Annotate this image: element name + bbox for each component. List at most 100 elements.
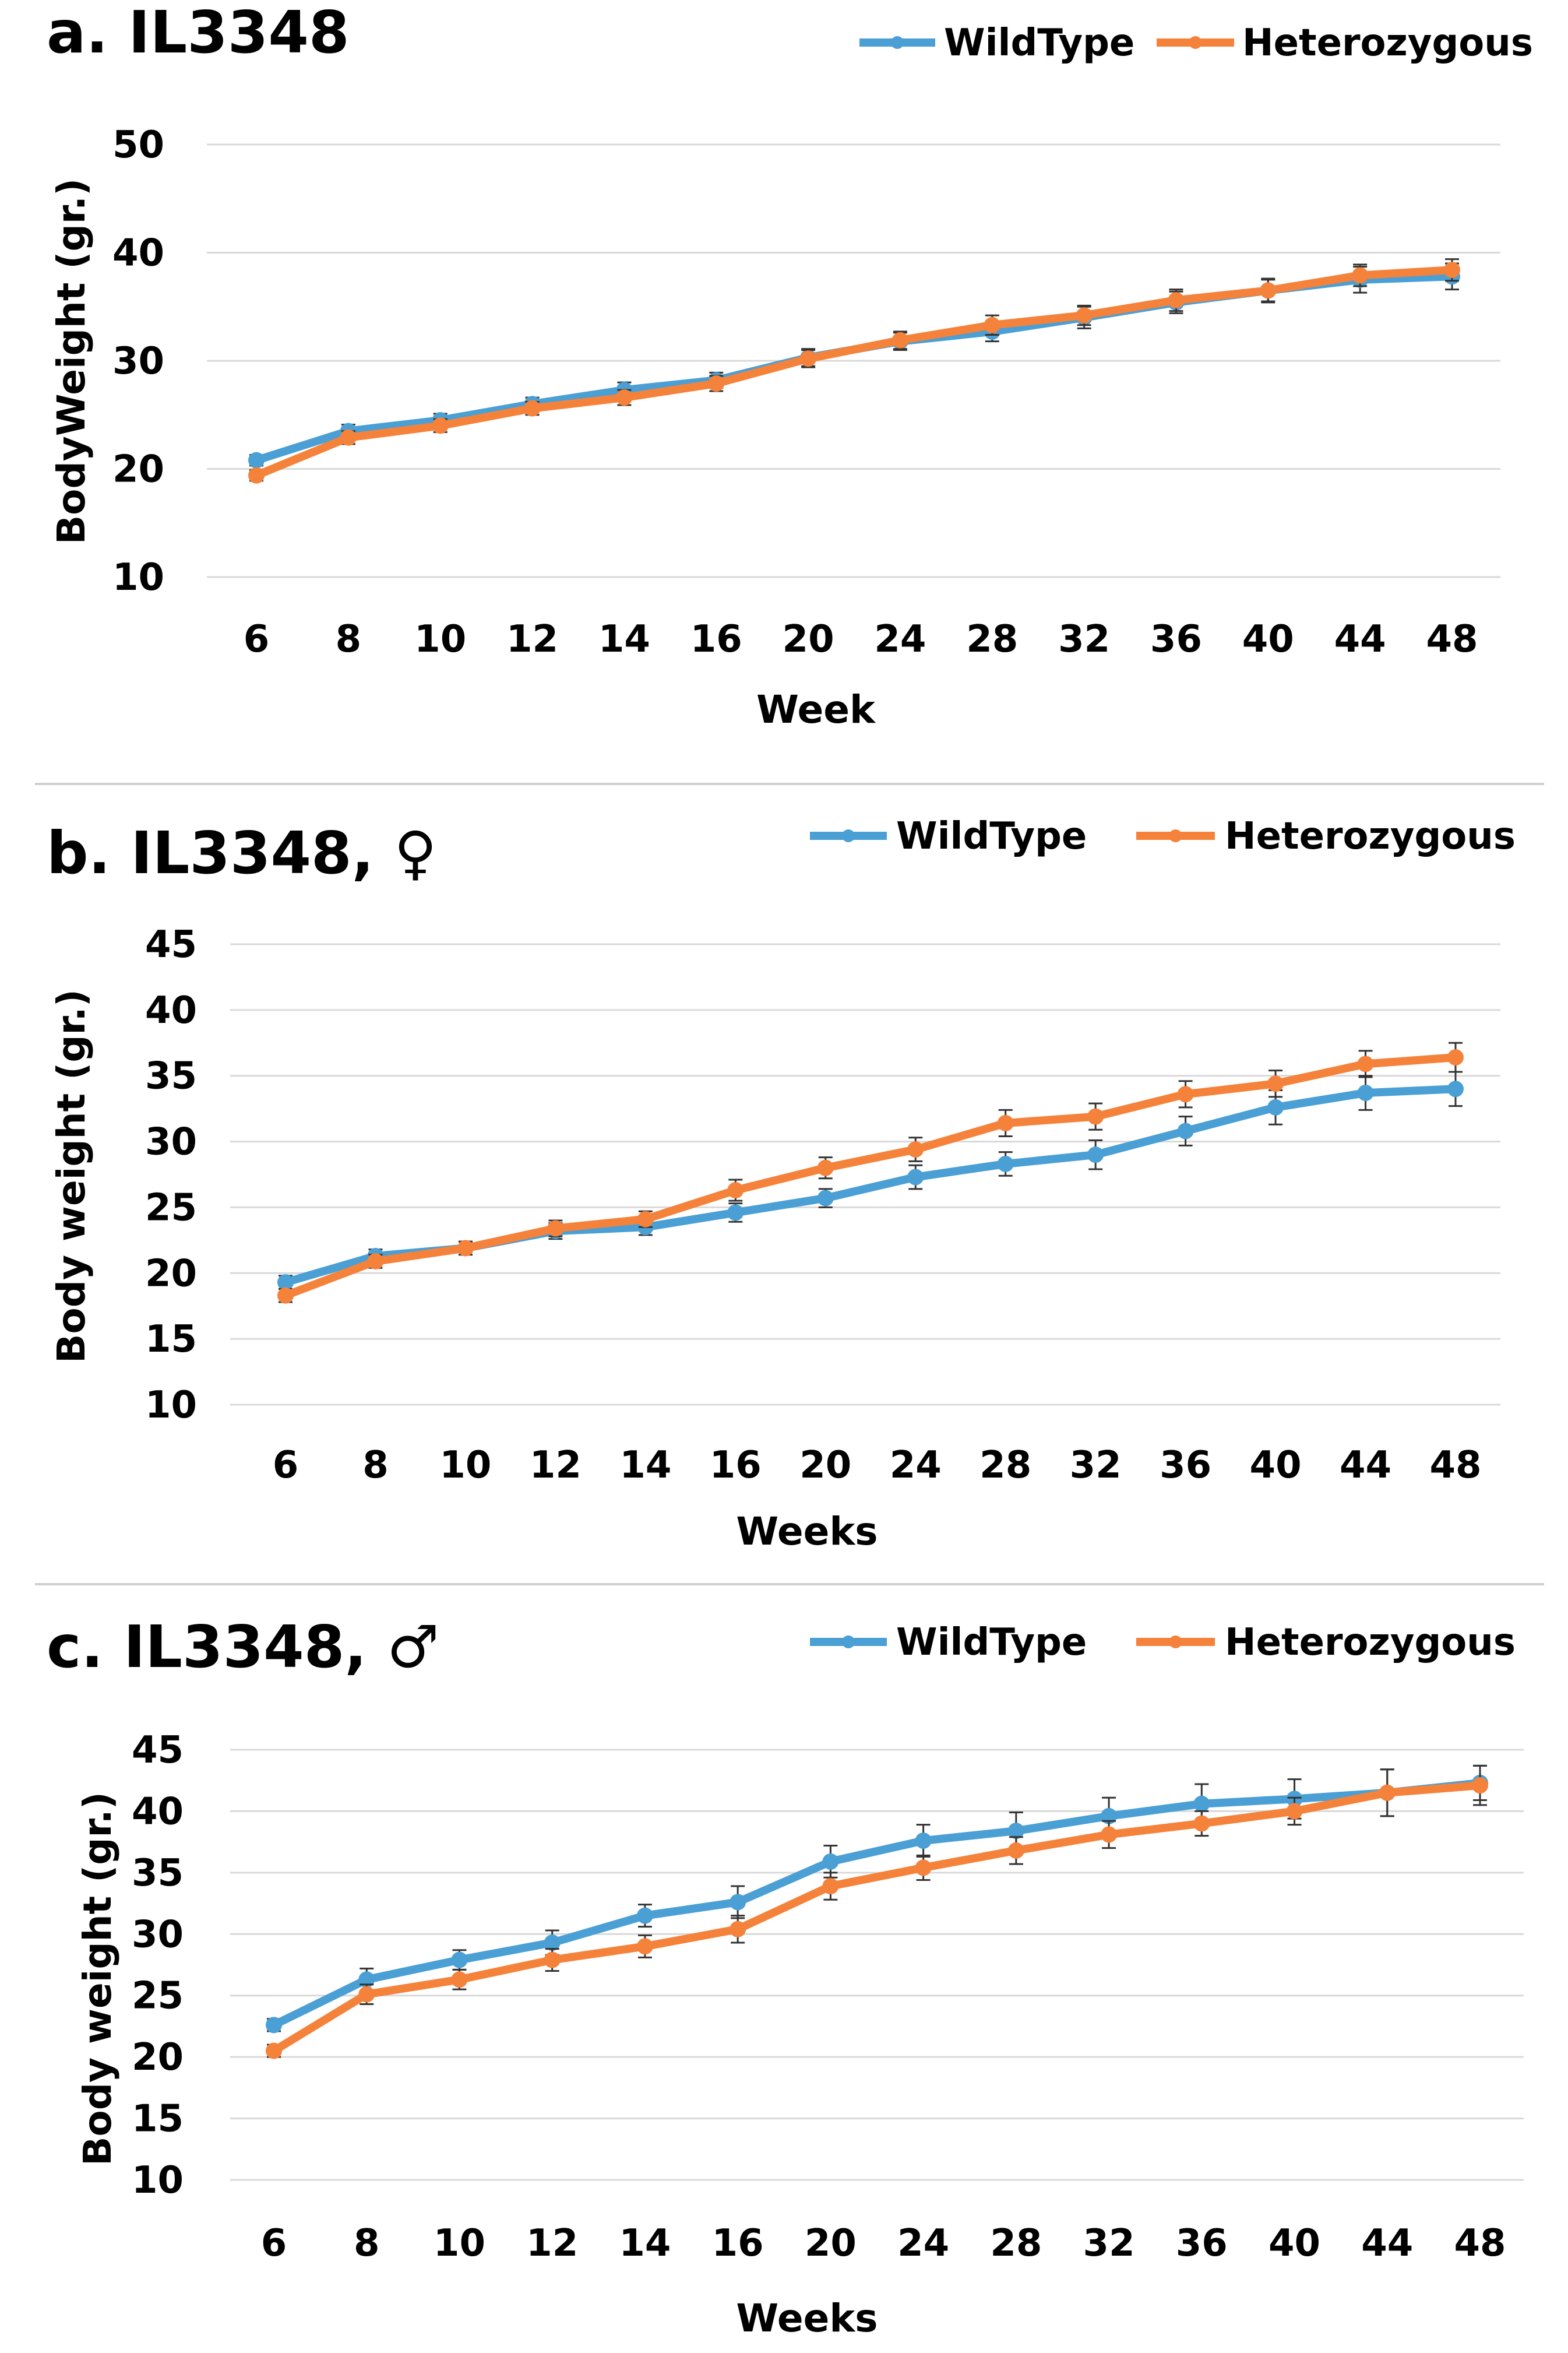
data-point	[915, 1833, 932, 1849]
data-point	[822, 1878, 839, 1895]
x-tick-label: 44	[1361, 2222, 1413, 2265]
x-tick-label: 20	[783, 618, 834, 661]
data-point	[817, 1190, 834, 1207]
y-tick-label: 45	[132, 1729, 184, 1772]
data-point	[727, 1204, 744, 1221]
x-tick-label: 32	[1083, 2222, 1135, 2265]
x-tick-label: 48	[1426, 618, 1478, 661]
data-point	[544, 1935, 561, 1951]
y-axis-title: Body weight (gr.)	[75, 1792, 120, 2166]
series-heterozygous	[277, 1042, 1464, 1304]
x-tick-label: 8	[362, 1444, 389, 1487]
x-tick-label: 40	[1242, 618, 1294, 661]
data-point	[1472, 1777, 1488, 1794]
y-tick-label: 30	[132, 1913, 184, 1956]
x-tick-label: 32	[1058, 618, 1110, 661]
data-point	[367, 1253, 384, 1269]
x-tick-label: 48	[1429, 1444, 1481, 1487]
chart-title: a. IL3348	[47, 0, 350, 66]
x-tick-label: 8	[354, 2222, 380, 2265]
x-tick-label: 28	[979, 1444, 1031, 1487]
x-tick-label: 14	[619, 1444, 671, 1487]
data-point	[637, 1211, 654, 1228]
data-point	[984, 316, 1000, 333]
x-tick-label: 12	[530, 1444, 582, 1487]
data-point	[1101, 1826, 1118, 1843]
data-point	[1357, 1085, 1374, 1102]
data-point	[1447, 1049, 1464, 1066]
series-wildtype	[277, 1071, 1464, 1291]
x-tick-label: 36	[1176, 2222, 1228, 2265]
x-tick-label: 44	[1340, 1444, 1391, 1487]
x-tick-label: 24	[890, 1444, 942, 1487]
data-point	[1177, 1123, 1194, 1139]
data-point	[822, 1853, 839, 1870]
chart-panel-2: b. IL3348, ♀ WildType Heterozygous 10 15 20 25…	[47, 815, 1516, 1554]
x-tick-label: 14	[598, 618, 650, 661]
data-point	[1267, 1075, 1284, 1092]
data-point	[616, 389, 633, 406]
data-point	[915, 1859, 932, 1876]
data-point	[1087, 1146, 1104, 1163]
data-point	[277, 1274, 294, 1291]
data-point	[708, 375, 725, 392]
series-line	[270, 1778, 1484, 2030]
y-tick-label: 20	[112, 448, 164, 491]
data-point	[248, 452, 265, 469]
x-tick-label: 36	[1150, 618, 1202, 661]
x-tick-label: 12	[506, 618, 558, 661]
y-tick-label: 20	[145, 1252, 197, 1295]
y-tick-label: 10	[112, 556, 164, 599]
data-point	[730, 1921, 746, 1937]
x-tick-label: 40	[1250, 1444, 1302, 1487]
y-tick-label: 45	[145, 923, 197, 966]
x-tick-label: 6	[273, 1444, 299, 1487]
data-point	[457, 1240, 474, 1257]
y-tick-label: 40	[112, 232, 164, 275]
x-tick-label: 28	[966, 618, 1018, 661]
series-heterozygous	[248, 258, 1460, 484]
data-point	[727, 1182, 744, 1199]
data-point	[1286, 1803, 1303, 1820]
legend-item: WildType	[810, 815, 1087, 858]
data-point	[997, 1114, 1014, 1131]
legend-label: WildType	[896, 815, 1087, 858]
data-point	[1447, 1081, 1464, 1098]
legend-label: Heterozygous	[1225, 815, 1516, 858]
series-wildtype	[248, 262, 1460, 469]
y-tick-label: 30	[112, 340, 164, 383]
data-point	[1352, 267, 1369, 284]
y-tick-label: 20	[132, 2036, 184, 2079]
y-tick-label: 15	[145, 1318, 197, 1361]
y-tick-label: 10	[132, 2159, 184, 2202]
data-point	[1379, 1784, 1396, 1801]
x-tick-label: 10	[434, 2222, 485, 2265]
y-tick-label: 40	[145, 989, 197, 1032]
data-point	[1177, 1086, 1194, 1103]
legend-label: WildType	[944, 22, 1134, 65]
data-point	[1260, 282, 1277, 299]
y-tick-label: 25	[132, 1975, 184, 2018]
data-point	[907, 1141, 924, 1158]
y-tick-label: 15	[132, 2098, 184, 2141]
legend-swatch-marker	[842, 1636, 855, 1648]
y-tick-label: 35	[145, 1055, 197, 1098]
x-tick-label: 16	[690, 618, 742, 661]
data-point	[451, 1971, 468, 1988]
legend-label: Heterozygous	[1225, 1621, 1516, 1664]
y-tick-label: 10	[145, 1384, 197, 1427]
data-point	[1007, 1823, 1024, 1840]
series-line	[252, 266, 1456, 480]
x-tick-label: 12	[526, 2222, 578, 2265]
data-point	[1357, 1056, 1374, 1072]
x-tick-label: 8	[336, 618, 362, 661]
data-point	[266, 2042, 282, 2059]
legend-item: Heterozygous	[1157, 22, 1533, 65]
x-tick-label: 16	[712, 2222, 764, 2265]
data-point	[1193, 1795, 1210, 1812]
data-point	[1076, 307, 1093, 324]
data-point	[358, 1986, 375, 2003]
chart-panel-1: a. IL3348 WildType Heterozygous 10 20 30 40 50 6…	[47, 0, 1533, 732]
x-tick-label: 6	[244, 618, 270, 661]
